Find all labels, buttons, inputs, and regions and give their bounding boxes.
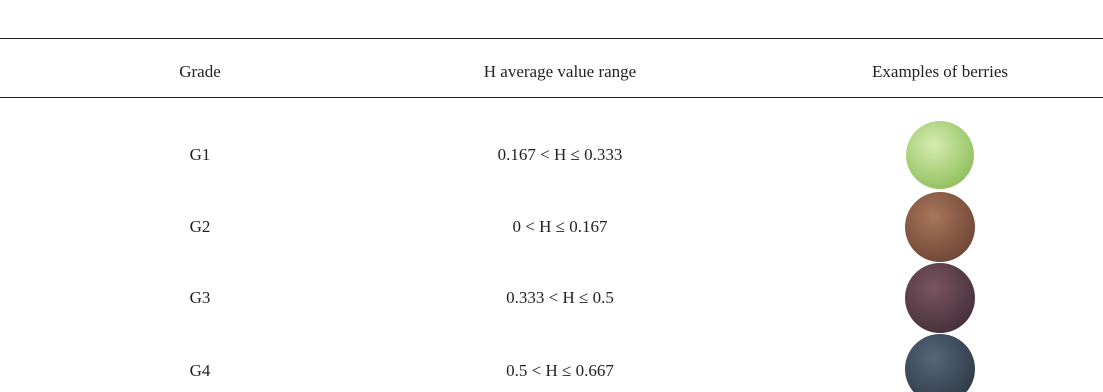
berry-images — [0, 0, 1103, 392]
berry-g2 — [905, 192, 975, 262]
berry-g1 — [906, 121, 974, 189]
berry-g4 — [905, 334, 975, 392]
page: GradeH average value rangeExamples of be… — [0, 0, 1103, 392]
berry-g3 — [905, 263, 975, 333]
